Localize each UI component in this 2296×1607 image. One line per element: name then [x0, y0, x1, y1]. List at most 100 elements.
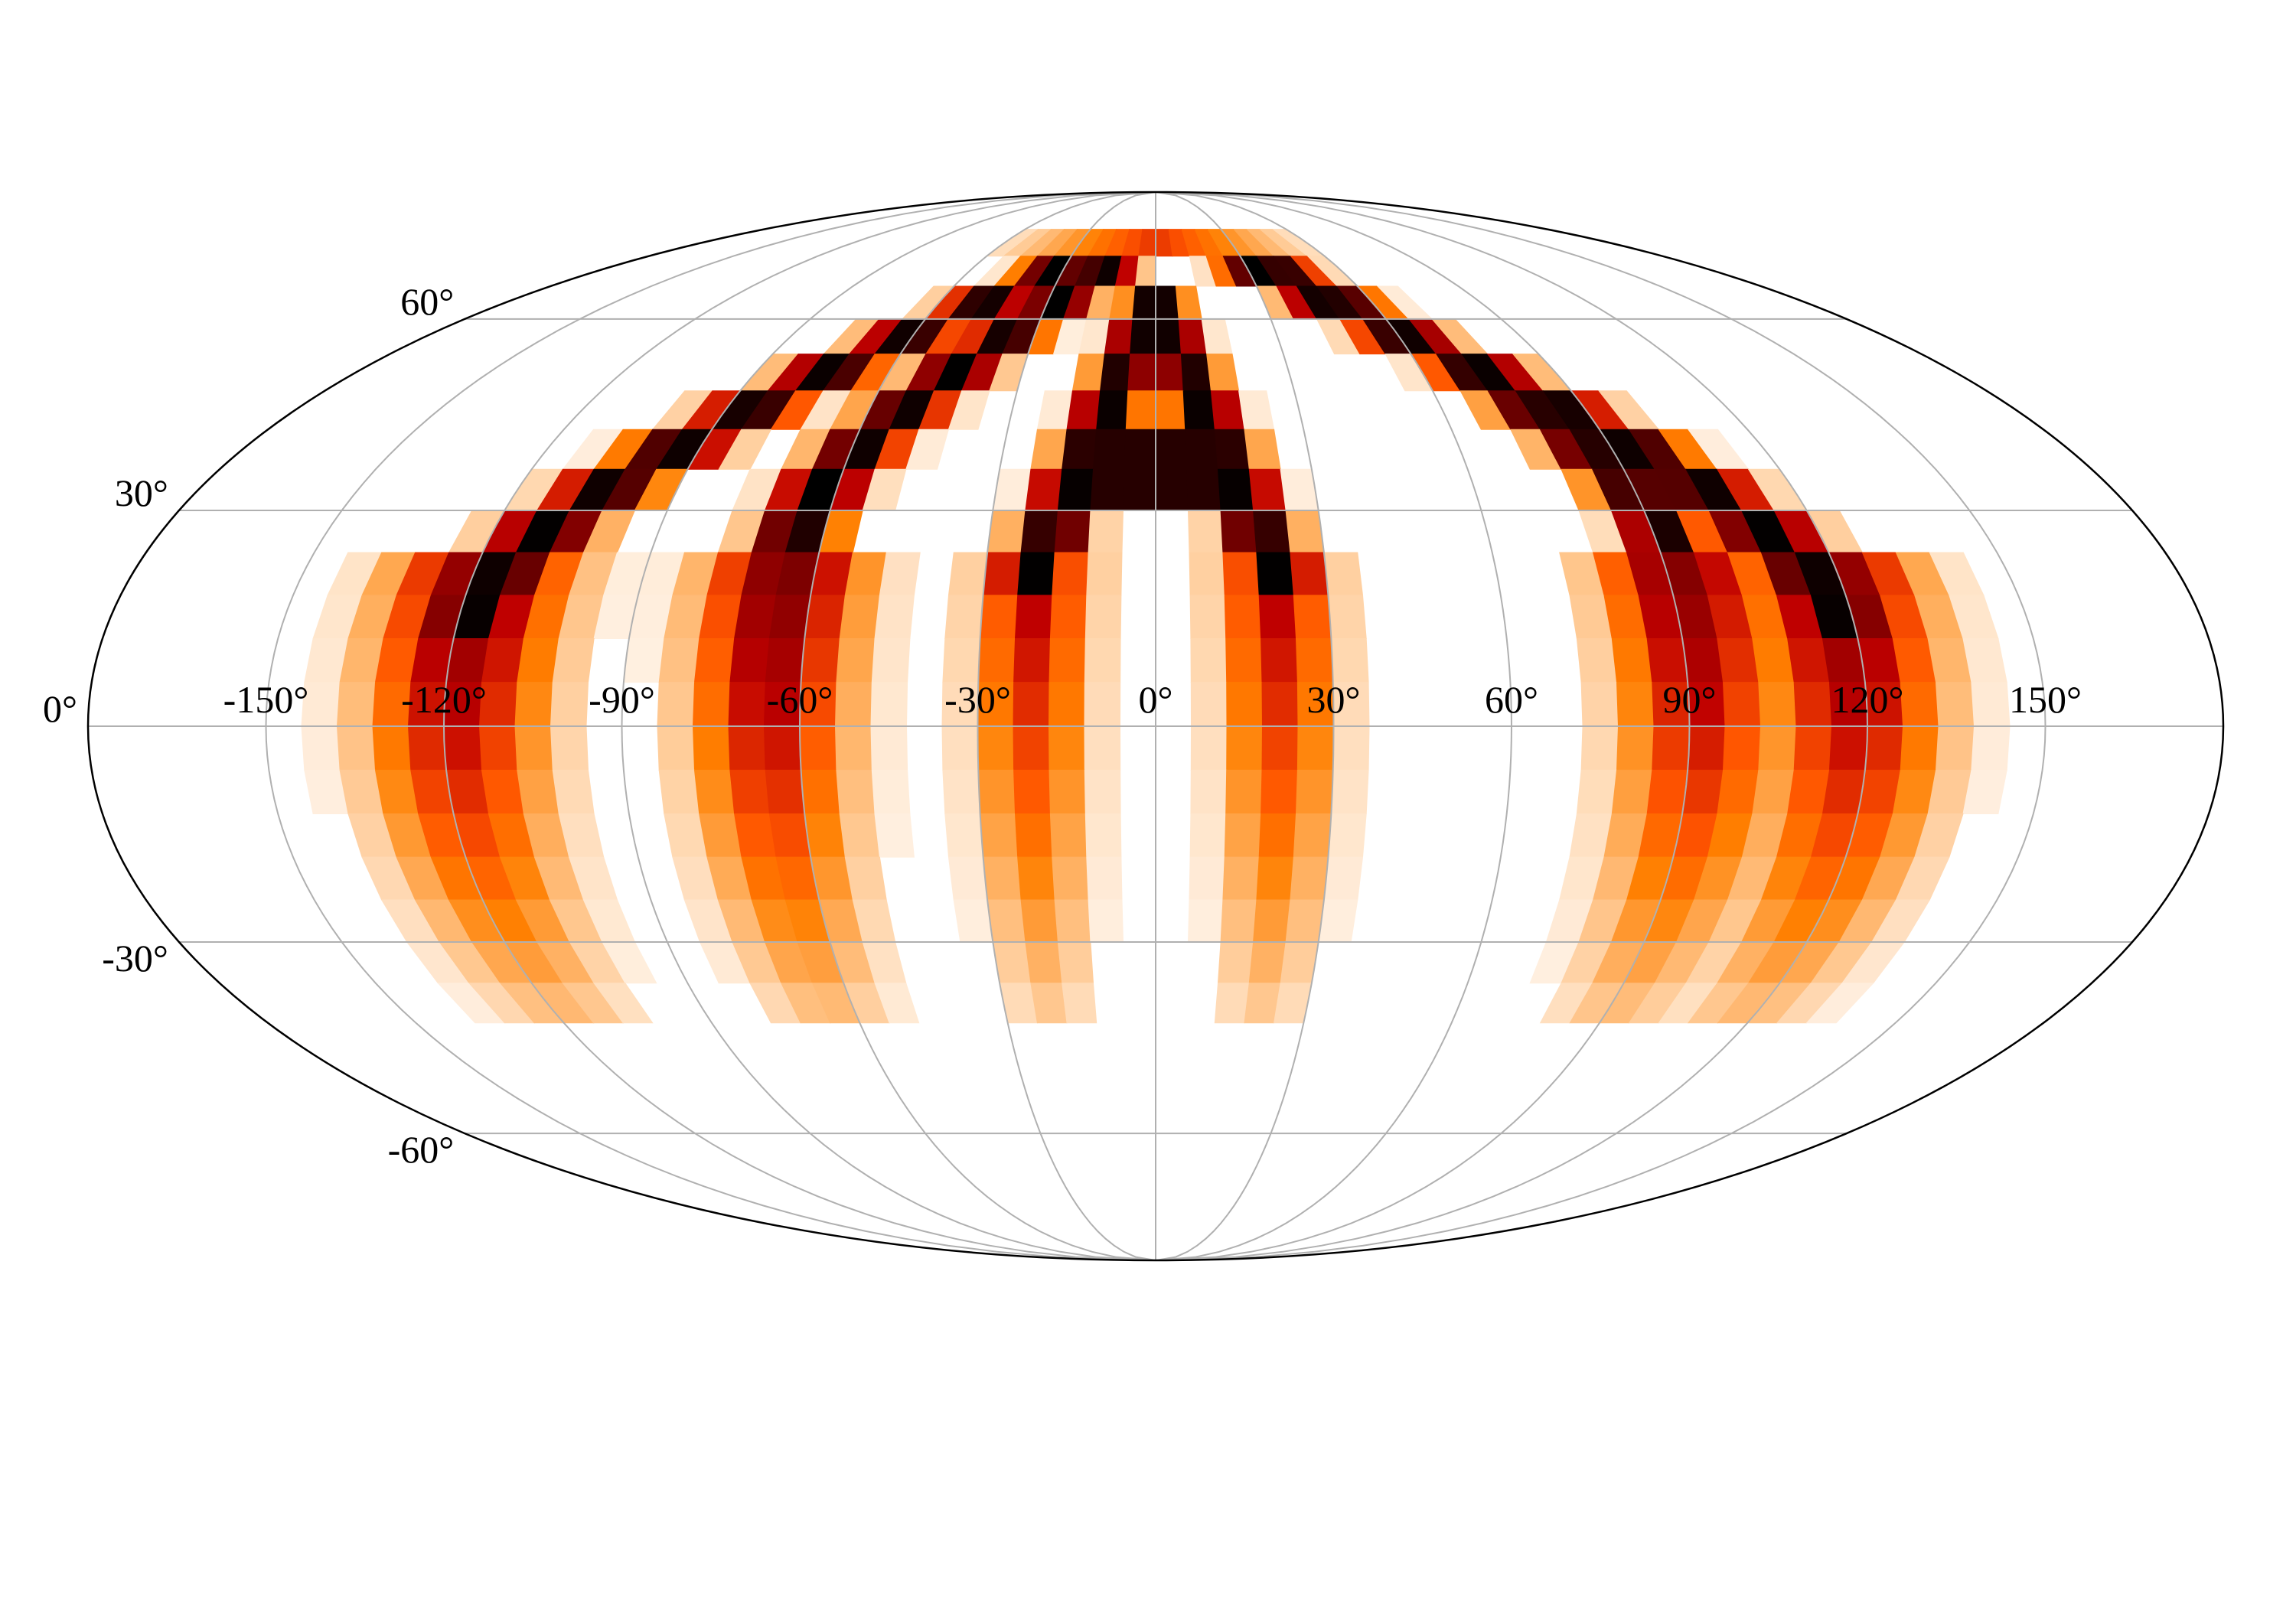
- heatmap-cell: [836, 769, 876, 814]
- heatmap-cell: [734, 813, 777, 858]
- heatmap-cell: [1900, 725, 1939, 771]
- heatmap-cell: [1049, 769, 1086, 814]
- heatmap-cell: [947, 390, 990, 430]
- heatmap-cell: [1189, 856, 1225, 901]
- heatmap-cell: [1293, 595, 1332, 639]
- longitude-tick-label: 90°: [1663, 678, 1717, 721]
- heatmap-cell: [1722, 725, 1762, 771]
- heatmap-cell: [1900, 682, 1939, 727]
- heatmap-cell: [1580, 682, 1619, 727]
- heatmap-cell: [834, 725, 872, 771]
- heatmap-cell: [658, 769, 700, 814]
- heatmap-cell: [692, 725, 731, 771]
- heatmap-cell: [983, 856, 1022, 901]
- heatmap-cell: [1187, 510, 1224, 553]
- heatmap-cell: [693, 638, 735, 683]
- heatmap-cell: [1030, 983, 1068, 1024]
- heatmap-cell: [1048, 682, 1085, 727]
- heatmap-cell: [1084, 769, 1121, 814]
- heatmap-cell: [1758, 725, 1797, 771]
- heatmap-cell: [623, 638, 665, 683]
- heatmap-cell: [1646, 638, 1688, 683]
- heatmap-cell: [1052, 856, 1089, 901]
- heatmap-cell: [1013, 638, 1051, 683]
- heatmap-cell: [768, 813, 811, 858]
- heatmap-cell: [1256, 856, 1294, 901]
- heatmap-cell: [481, 638, 524, 683]
- heatmap-cell: [1225, 769, 1263, 814]
- heatmap-cell: [1084, 725, 1121, 771]
- heatmap-cell: [1017, 552, 1055, 596]
- heatmap-cell: [1646, 769, 1688, 814]
- heatmap-cell: [1084, 595, 1122, 639]
- heatmap-cell: [1238, 390, 1275, 430]
- heatmap-cell: [372, 725, 412, 771]
- heatmap-cell: [1013, 682, 1050, 727]
- heatmap-cell: [941, 725, 979, 771]
- heatmap-cell: [593, 983, 654, 1024]
- heatmap-cell: [1752, 769, 1795, 814]
- heatmap-cell: [1084, 813, 1122, 858]
- heatmap-cell: [1049, 595, 1088, 639]
- heatmap-cell: [1100, 354, 1131, 392]
- heatmap-cell: [1155, 354, 1184, 392]
- heatmap-cell: [953, 899, 993, 943]
- heatmap-cell: [1186, 468, 1221, 511]
- heatmap-cell: [905, 429, 950, 470]
- heatmap-cell: [1057, 941, 1094, 984]
- heatmap-cell: [514, 725, 553, 771]
- heatmap-cell: [693, 769, 735, 814]
- heatmap-cell: [874, 983, 920, 1024]
- heatmap-cell: [987, 899, 1026, 943]
- heatmap-cell: [1828, 725, 1868, 771]
- heatmap-cell: [1187, 899, 1224, 943]
- heatmap-cell: [801, 638, 840, 683]
- heatmap-cell: [1864, 725, 1904, 771]
- heatmap-cell: [1135, 256, 1156, 287]
- heatmap-cell: [1971, 682, 2011, 727]
- longitude-tick-label: -30°: [944, 678, 1011, 721]
- heatmap-cell: [1805, 983, 1874, 1024]
- heatmap-cell: [765, 769, 805, 814]
- latitude-tick-label: -60°: [388, 1128, 455, 1171]
- heatmap-cell: [1962, 769, 2007, 814]
- heatmap-cell: [1175, 285, 1202, 320]
- heatmap-cell: [1125, 390, 1156, 430]
- heatmap-cells: [301, 229, 2011, 1024]
- heatmap-cell: [658, 638, 700, 683]
- heatmap-cell: [1290, 856, 1329, 901]
- heatmap-cell: [1576, 638, 1618, 683]
- heatmap-cell: [839, 595, 880, 639]
- heatmap-cell: [980, 813, 1019, 858]
- heatmap-cell: [987, 510, 1026, 553]
- heatmap-cell: [1285, 899, 1325, 943]
- heatmap-cell: [1253, 899, 1291, 943]
- heatmap-cell: [1681, 638, 1724, 683]
- heatmap-cell: [550, 682, 589, 727]
- heatmap-cell: [1054, 510, 1091, 553]
- heatmap-cell: [728, 682, 766, 727]
- longitude-tick-label: 30°: [1307, 678, 1361, 721]
- heatmap-cell: [1681, 769, 1724, 814]
- heatmap-cell: [1049, 638, 1086, 683]
- heatmap-cell: [834, 682, 872, 727]
- heatmap-cell: [1025, 468, 1063, 511]
- heatmap-cell: [729, 769, 770, 814]
- heatmap-cell: [1330, 769, 1369, 814]
- heatmap-cell: [879, 552, 921, 596]
- heatmap-cell: [1258, 813, 1297, 858]
- heatmap-cell: [1327, 595, 1367, 639]
- heatmap-cell: [1086, 552, 1123, 596]
- heatmap-cell: [1244, 429, 1281, 470]
- latitude-tick-label: -30°: [102, 937, 168, 980]
- heatmap-cell: [1687, 725, 1726, 771]
- heatmap-cell: [1787, 638, 1831, 683]
- heatmap-cell: [1248, 941, 1287, 984]
- heatmap-cell: [517, 769, 559, 814]
- heatmap-cell: [734, 595, 777, 639]
- heatmap-cell: [657, 725, 696, 771]
- heatmap-cell: [407, 725, 447, 771]
- heatmap-cell: [1261, 725, 1299, 771]
- heatmap-cell: [1190, 682, 1228, 727]
